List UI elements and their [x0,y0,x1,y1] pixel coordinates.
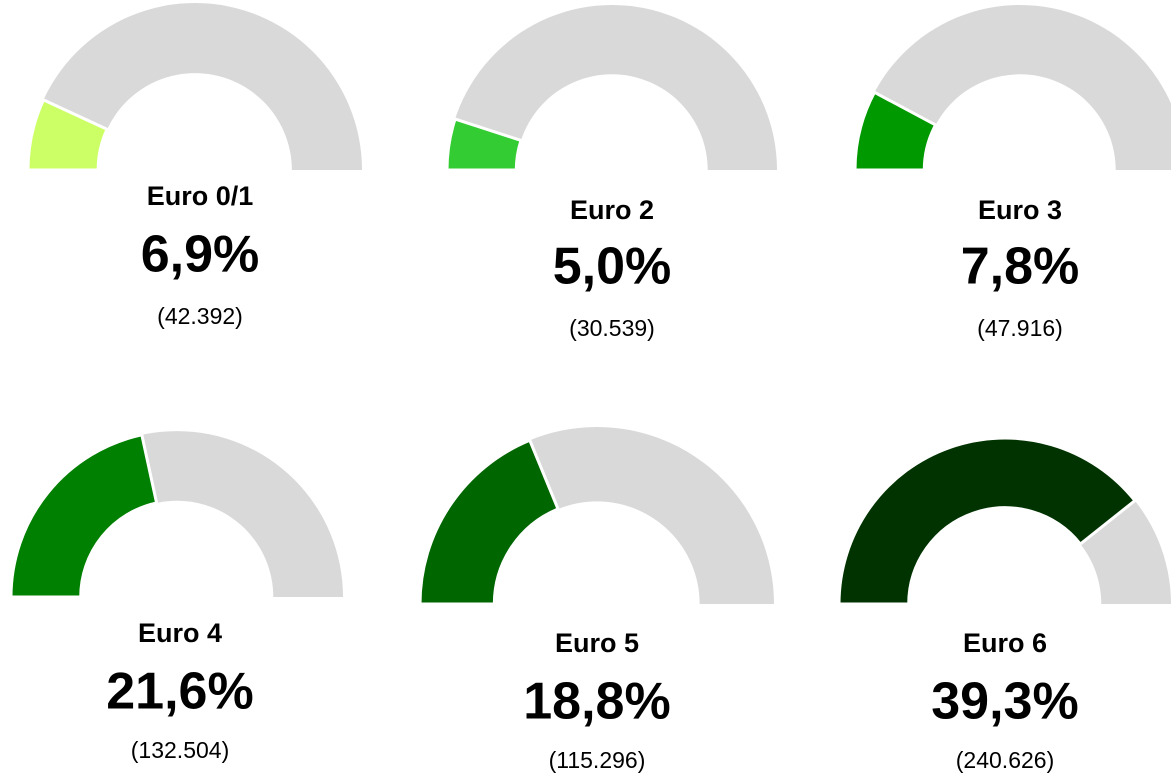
gauge-title: Euro 5 [555,628,639,658]
gauge-subtitle: (132.504) [131,737,229,763]
gauge-title: Euro 3 [978,195,1062,225]
gauge-track [28,3,362,170]
gauge-track [447,5,777,170]
gauge-value-label: 7,8% [961,238,1080,296]
gauge-fill [26,97,110,172]
gauge-value-label: 18,8% [523,673,670,731]
gauge-value-label: 21,6% [106,663,253,721]
gauge-title: Euro 0/1 [147,181,254,211]
gauge-title: Euro 6 [963,628,1047,658]
gauge-title: Euro 2 [570,195,654,225]
gauge-fill [853,90,938,172]
gauge-fill [9,432,159,599]
gauge-value-label: 6,9% [141,226,260,284]
gauge-fill [418,438,560,606]
gauge-fill [445,117,523,172]
gauge-track [855,5,1171,170]
gauge-subtitle: (30.539) [569,315,655,341]
gauge-title: Euro 4 [138,618,222,648]
gauge-subtitle: (115.296) [549,747,646,773]
gauge-value-label: 5,0% [553,238,672,296]
gauge-subtitle: (240.626) [956,747,1054,773]
gauge-subtitle: (42.392) [157,303,243,329]
gauge-value-label: 39,3% [931,673,1078,731]
gauge-fill [837,436,1137,606]
gauge-subtitle: (47.916) [977,315,1063,341]
